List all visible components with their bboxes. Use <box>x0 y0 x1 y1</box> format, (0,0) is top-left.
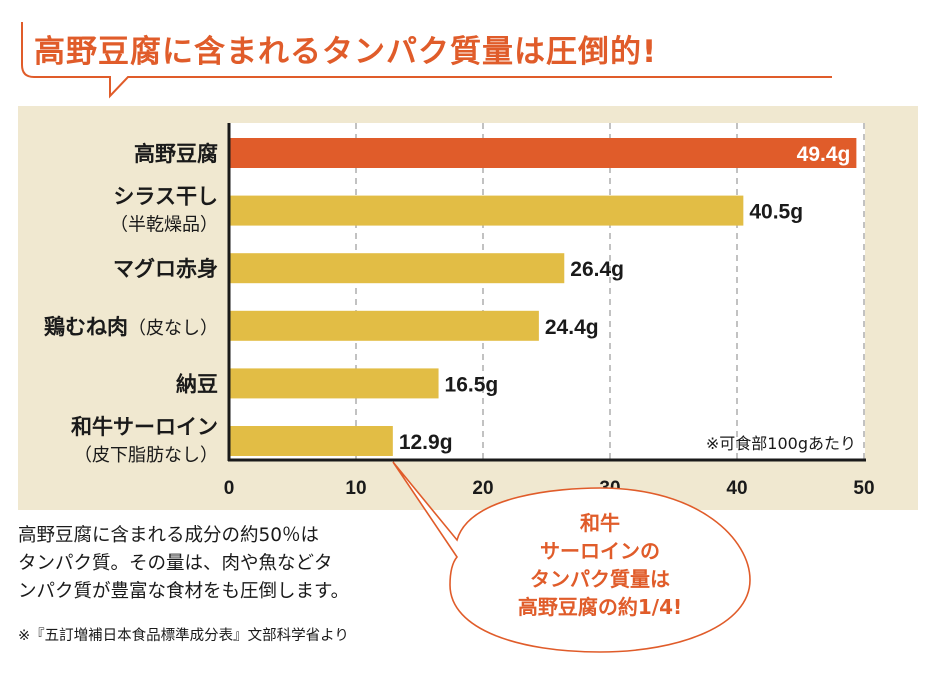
value-label: 16.5g <box>445 373 499 396</box>
category-label: 高野豆腐 <box>134 142 218 166</box>
description-line: 高野豆腐に含まれる成分の約50％は <box>18 525 319 546</box>
bar <box>229 138 857 168</box>
category-label: 鶏むね肉（皮なし） <box>44 315 218 339</box>
value-label: 26.4g <box>570 258 624 281</box>
category-sublabel: （皮下脂肪なし） <box>74 445 218 466</box>
value-label: 24.4g <box>545 316 599 339</box>
category-label: マグロ赤身 <box>113 257 218 281</box>
description-line: ンパク質が豊富な食材をも圧倒します。 <box>18 581 349 602</box>
callout-line: 和牛 <box>580 511 620 535</box>
description: 高野豆腐に含まれる成分の約50％はタンパク質。その量は、肉や魚などタンパク質が豊… <box>18 525 349 602</box>
category-label: 納豆 <box>176 372 218 396</box>
value-labels: 49.4g 40.5g 26.4g 24.4g 16.5g 12.9g <box>399 143 851 454</box>
category-label: 和牛サーロイン <box>71 415 218 439</box>
x-tick-label: 10 <box>345 478 366 499</box>
source-note: ※『五訂増補日本食品標準成分表』文部科学省より <box>18 627 349 644</box>
chart-note: ※可食部100gあたり <box>706 434 856 453</box>
bar <box>229 310 539 341</box>
value-label: 12.9g <box>399 431 453 454</box>
callout-line: サーロインの <box>540 539 660 563</box>
bar <box>229 195 744 226</box>
category-label-main: 鶏むね肉 <box>44 315 128 339</box>
x-tick-label: 40 <box>726 478 747 499</box>
callout-line: タンパク質量は <box>530 567 670 591</box>
value-label: 49.4g <box>797 143 851 166</box>
description-line: タンパク質。その量は、肉や魚などタ <box>18 553 333 574</box>
bar <box>229 253 565 284</box>
page-title: 高野豆腐に含まれるタンパク質量は圧倒的! <box>34 34 657 70</box>
plot-area <box>229 123 865 460</box>
value-label: 40.5g <box>749 201 803 224</box>
callout-bubble <box>392 461 751 653</box>
bars <box>229 138 857 456</box>
x-tick-label: 50 <box>853 478 874 499</box>
bar <box>229 426 393 456</box>
bar <box>229 368 439 399</box>
title-frame <box>21 22 832 99</box>
x-tick-label: 20 <box>472 478 493 499</box>
category-sublabel: （半乾燥品） <box>110 215 218 236</box>
x-tick-label: 0 <box>224 478 235 499</box>
category-label: シラス干し <box>113 185 218 209</box>
category-label-sub: （皮なし） <box>128 318 218 339</box>
callout-line: 高野豆腐の約1/4! <box>518 595 682 619</box>
gridlines <box>355 123 865 460</box>
